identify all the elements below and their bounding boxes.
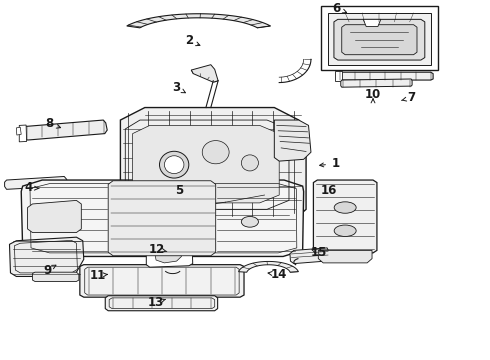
Ellipse shape (334, 202, 356, 213)
Text: 13: 13 (148, 296, 164, 309)
Polygon shape (121, 108, 306, 220)
Text: 9: 9 (43, 264, 51, 276)
Ellipse shape (159, 151, 189, 178)
Polygon shape (147, 246, 193, 267)
Ellipse shape (242, 216, 258, 227)
Polygon shape (155, 249, 181, 263)
Text: 7: 7 (407, 91, 415, 104)
Ellipse shape (164, 156, 184, 174)
Text: 11: 11 (89, 269, 105, 282)
Polygon shape (27, 201, 81, 233)
Text: 16: 16 (321, 184, 337, 197)
Ellipse shape (334, 225, 356, 237)
Polygon shape (108, 181, 216, 256)
Polygon shape (9, 237, 84, 276)
Polygon shape (127, 14, 270, 28)
Polygon shape (338, 72, 433, 80)
Polygon shape (274, 120, 311, 161)
Text: 15: 15 (311, 246, 327, 259)
Text: 3: 3 (172, 81, 181, 94)
Text: 4: 4 (25, 181, 33, 194)
Polygon shape (318, 251, 372, 263)
Text: 2: 2 (185, 34, 193, 47)
Polygon shape (314, 180, 377, 253)
Polygon shape (133, 125, 279, 203)
Polygon shape (321, 6, 438, 70)
Polygon shape (363, 19, 381, 27)
Polygon shape (335, 72, 342, 81)
Text: 8: 8 (46, 117, 54, 130)
Polygon shape (23, 120, 107, 140)
Polygon shape (32, 272, 79, 282)
Text: 6: 6 (333, 2, 341, 15)
Polygon shape (290, 248, 329, 264)
Polygon shape (21, 180, 304, 256)
Text: 1: 1 (331, 157, 340, 170)
Ellipse shape (202, 141, 229, 164)
Polygon shape (16, 127, 21, 135)
Polygon shape (105, 296, 218, 311)
Text: 5: 5 (175, 184, 183, 197)
Text: 14: 14 (271, 268, 288, 281)
Polygon shape (191, 65, 218, 82)
Polygon shape (4, 176, 68, 189)
Polygon shape (328, 13, 431, 65)
Polygon shape (80, 265, 244, 297)
Ellipse shape (242, 155, 258, 171)
Polygon shape (19, 125, 26, 142)
Text: 10: 10 (365, 88, 381, 101)
Polygon shape (342, 25, 417, 55)
Polygon shape (341, 79, 412, 87)
Polygon shape (334, 19, 425, 60)
Polygon shape (239, 261, 298, 272)
Text: 12: 12 (149, 243, 165, 256)
